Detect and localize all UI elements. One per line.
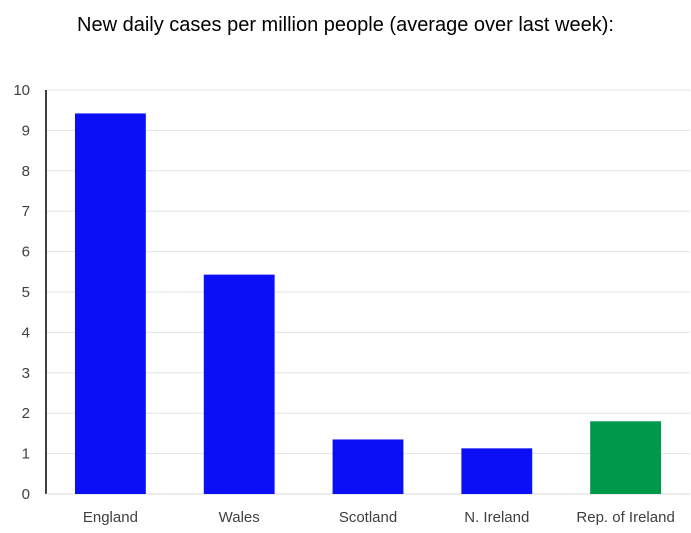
bars bbox=[74, 113, 662, 494]
x-axis-labels: England Wales Scotland N. Ireland Rep. of Ir… bbox=[83, 509, 675, 526]
bar-england bbox=[74, 113, 146, 494]
y-tick-label: 2 bbox=[22, 405, 30, 422]
y-tick-label: 10 bbox=[13, 82, 30, 99]
bar-scotland bbox=[332, 439, 404, 494]
x-tick-label: Scotland bbox=[339, 509, 397, 526]
y-tick-label: 0 bbox=[22, 486, 30, 503]
y-tick-label: 4 bbox=[22, 324, 30, 341]
x-tick-label: Wales bbox=[219, 509, 260, 526]
y-tick-label: 1 bbox=[22, 446, 30, 463]
chart-title: New daily cases per million people (aver… bbox=[77, 14, 614, 36]
y-tick-label: 8 bbox=[22, 163, 30, 180]
x-tick-label: England bbox=[83, 509, 138, 526]
y-axis-ticks: 0 1 2 3 4 5 6 7 8 9 10 bbox=[13, 82, 30, 503]
bar-wales bbox=[203, 274, 275, 494]
x-tick-label: N. Ireland bbox=[464, 509, 529, 526]
y-tick-label: 3 bbox=[22, 365, 30, 382]
y-tick-label: 5 bbox=[22, 284, 30, 301]
x-tick-label: Rep. of Ireland bbox=[576, 509, 674, 526]
bar-n-ireland bbox=[461, 448, 533, 494]
y-tick-label: 7 bbox=[22, 203, 30, 220]
bar-rep-of-ireland bbox=[590, 421, 662, 494]
y-tick-label: 9 bbox=[22, 122, 30, 139]
y-tick-label: 6 bbox=[22, 244, 30, 261]
